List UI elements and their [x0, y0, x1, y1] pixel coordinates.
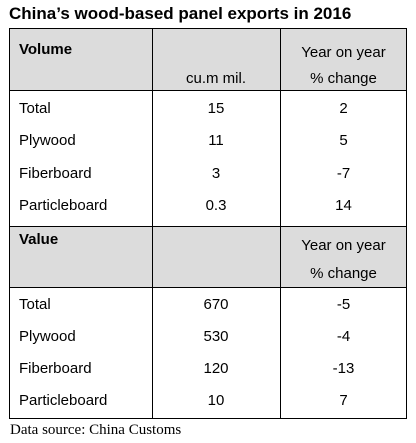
row-change: -5: [336, 296, 351, 313]
column-divider: [280, 29, 281, 418]
row-label: Fiberboard: [19, 360, 92, 377]
value-header-background: [10, 226, 406, 287]
column-divider: [152, 29, 153, 418]
row-change: 2: [339, 100, 348, 117]
data-source-note: Data source: China Customs: [10, 422, 182, 438]
row-divider: [10, 226, 406, 227]
row-label: Total: [19, 100, 51, 117]
volume-unit-label: cu.m mil.: [186, 70, 246, 87]
volume-header-background: [10, 29, 406, 90]
row-change: -7: [336, 165, 351, 182]
row-value: 11: [208, 132, 224, 149]
row-label: Particleboard: [19, 392, 108, 409]
row-label: Particleboard: [19, 197, 108, 214]
value-section-label: Value: [19, 231, 59, 248]
row-change: -13: [332, 360, 355, 377]
row-value: 15: [207, 100, 225, 117]
row-divider: [10, 90, 406, 91]
row-change: 7: [339, 392, 348, 409]
row-value: 3: [211, 165, 221, 182]
table-title: China’s wood-based panel exports in 2016: [9, 4, 352, 23]
row-change: -4: [336, 328, 351, 345]
exports-table: Volume cu.m mil. Year on year % change T…: [9, 28, 407, 419]
value-change-label-line1: Year on year: [301, 237, 386, 254]
value-change-label-line2: % change: [310, 265, 377, 282]
row-label: Plywood: [19, 132, 76, 149]
row-label: Fiberboard: [19, 165, 92, 182]
row-label: Plywood: [19, 328, 76, 345]
row-value: 10: [207, 392, 225, 409]
row-divider: [10, 287, 406, 288]
row-change: 14: [335, 197, 352, 214]
row-value: 670: [203, 296, 229, 313]
volume-change-label-line1: Year on year: [301, 44, 386, 61]
row-label: Total: [19, 296, 51, 313]
volume-change-label-line2: % change: [310, 70, 377, 87]
row-change: 5: [339, 132, 348, 149]
volume-section-label: Volume: [19, 41, 73, 58]
row-value: 120: [203, 360, 229, 377]
row-value: 530: [203, 328, 229, 345]
row-value: 0.3: [205, 197, 227, 214]
